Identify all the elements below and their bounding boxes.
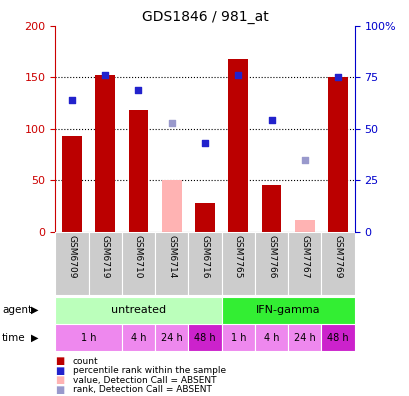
Bar	[188, 324, 221, 351]
Bar	[294, 220, 314, 232]
Point	[334, 74, 340, 80]
Text: 4 h: 4 h	[130, 333, 146, 343]
Bar	[155, 324, 188, 351]
Text: ▶: ▶	[31, 305, 38, 315]
Text: ▶: ▶	[31, 333, 38, 343]
Text: 24 h: 24 h	[293, 333, 315, 343]
Text: ■: ■	[55, 356, 65, 366]
Bar	[55, 232, 88, 295]
Point	[301, 156, 307, 163]
Bar	[321, 232, 354, 295]
Text: GSM7766: GSM7766	[266, 235, 275, 278]
Text: GSM7769: GSM7769	[333, 235, 342, 278]
Point	[69, 97, 75, 103]
Bar	[327, 77, 347, 232]
Point	[201, 140, 208, 146]
Bar	[55, 324, 121, 351]
Bar	[321, 324, 354, 351]
Bar	[221, 297, 354, 324]
Text: time: time	[2, 333, 26, 343]
Bar	[88, 232, 121, 295]
Point	[135, 86, 142, 93]
Bar	[254, 232, 288, 295]
Bar	[188, 232, 221, 295]
Point	[168, 119, 175, 126]
Text: GSM6709: GSM6709	[67, 235, 76, 278]
Bar	[254, 324, 288, 351]
Text: 1 h: 1 h	[81, 333, 96, 343]
Text: 4 h: 4 h	[263, 333, 279, 343]
Bar	[55, 297, 221, 324]
Bar	[221, 324, 254, 351]
Bar	[121, 324, 155, 351]
Text: GSM6714: GSM6714	[167, 235, 176, 278]
Bar	[121, 232, 155, 295]
Bar	[128, 110, 148, 232]
Text: agent: agent	[2, 305, 32, 315]
Bar	[95, 75, 115, 232]
Text: 1 h: 1 h	[230, 333, 245, 343]
Text: percentile rank within the sample: percentile rank within the sample	[72, 366, 225, 375]
Text: GSM6719: GSM6719	[101, 235, 110, 278]
Text: ■: ■	[55, 375, 65, 385]
Text: 48 h: 48 h	[326, 333, 348, 343]
Text: GSM6716: GSM6716	[200, 235, 209, 278]
Text: value, Detection Call = ABSENT: value, Detection Call = ABSENT	[72, 376, 216, 385]
Bar	[155, 232, 188, 295]
Text: IFN-gamma: IFN-gamma	[255, 305, 320, 315]
Text: GSM6710: GSM6710	[134, 235, 143, 278]
Text: GSM7767: GSM7767	[299, 235, 308, 278]
Text: 24 h: 24 h	[160, 333, 182, 343]
Text: count: count	[72, 357, 98, 366]
Text: GDS1846 / 981_at: GDS1846 / 981_at	[141, 10, 268, 24]
Bar	[162, 180, 181, 232]
Text: 48 h: 48 h	[194, 333, 215, 343]
Point	[102, 72, 108, 78]
Bar	[261, 185, 281, 232]
Text: untreated: untreated	[111, 305, 166, 315]
Point	[234, 72, 241, 78]
Bar	[62, 136, 82, 232]
Text: ■: ■	[55, 385, 65, 395]
Bar	[195, 203, 214, 232]
Text: rank, Detection Call = ABSENT: rank, Detection Call = ABSENT	[72, 385, 211, 394]
Bar	[221, 232, 254, 295]
Point	[267, 117, 274, 124]
Bar	[228, 59, 247, 232]
Bar	[288, 324, 321, 351]
Text: GSM7765: GSM7765	[233, 235, 242, 278]
Text: ■: ■	[55, 366, 65, 376]
Bar	[288, 232, 321, 295]
